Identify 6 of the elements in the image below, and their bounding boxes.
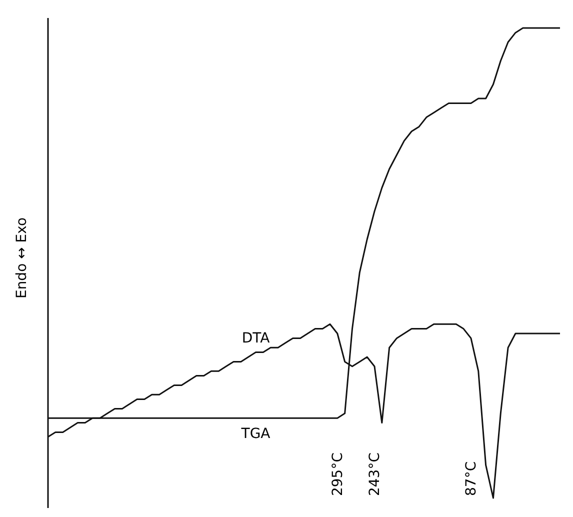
y-axis-title: Endo ↔ Exo bbox=[14, 217, 30, 299]
series-label: TGA bbox=[240, 426, 271, 442]
annotation: 243°C bbox=[366, 452, 383, 496]
annotation: 87°C bbox=[463, 461, 480, 496]
annotation: 295°C bbox=[330, 452, 346, 496]
series-label: DTA bbox=[242, 330, 270, 346]
